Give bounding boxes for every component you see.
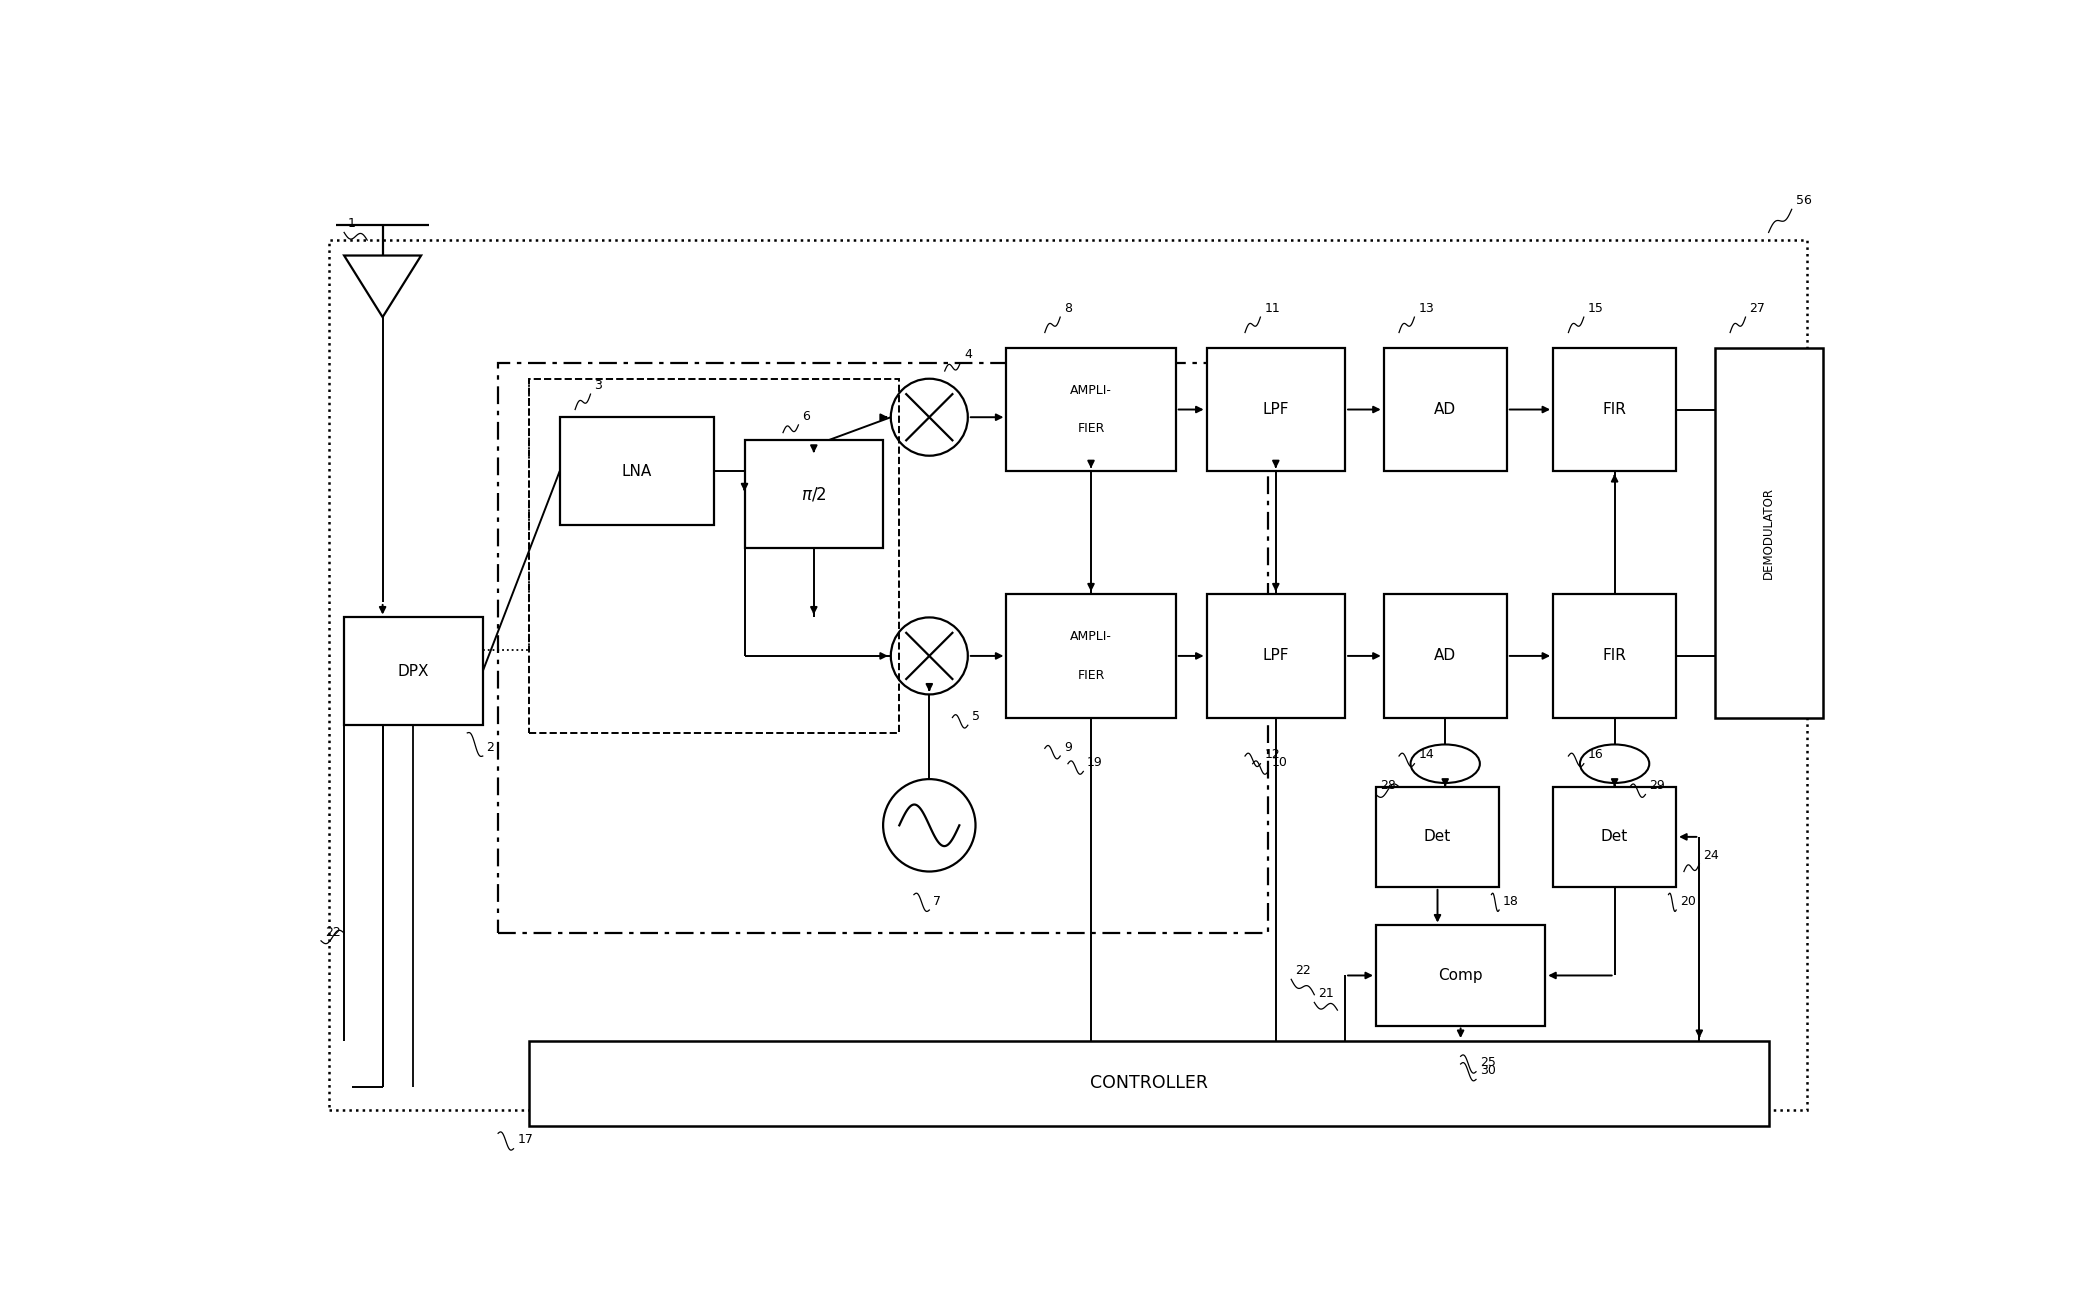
Text: 2: 2 [486,740,494,753]
Text: 7: 7 [932,895,941,908]
Text: 30: 30 [1479,1065,1496,1076]
Text: AD: AD [1435,649,1456,663]
Text: 21: 21 [1318,988,1335,1001]
Text: 1: 1 [348,217,356,230]
FancyBboxPatch shape [528,1041,1768,1126]
Text: 22: 22 [1295,964,1311,977]
FancyBboxPatch shape [1383,594,1506,718]
Text: 5: 5 [972,710,980,723]
FancyBboxPatch shape [1552,594,1676,718]
FancyBboxPatch shape [1006,348,1175,471]
Text: 19: 19 [1087,756,1102,769]
FancyBboxPatch shape [1552,348,1676,471]
Text: LPF: LPF [1263,649,1288,663]
Text: 18: 18 [1502,895,1519,908]
Text: AMPLI-: AMPLI- [1071,630,1112,644]
Text: FIR: FIR [1603,402,1626,417]
Text: 24: 24 [1703,849,1718,862]
Text: LNA: LNA [622,463,652,479]
FancyBboxPatch shape [1552,787,1676,887]
Text: 28: 28 [1381,780,1395,793]
Text: 4: 4 [964,348,972,361]
Text: 17: 17 [517,1134,534,1146]
Text: 15: 15 [1588,302,1603,315]
Text: 6: 6 [802,409,811,422]
Text: 11: 11 [1263,302,1280,315]
Text: 22: 22 [325,926,341,939]
Text: FIER: FIER [1077,422,1104,436]
Text: 14: 14 [1418,748,1433,761]
Text: 3: 3 [595,379,601,392]
FancyBboxPatch shape [1207,594,1345,718]
Text: 27: 27 [1749,302,1766,315]
Text: 13: 13 [1418,302,1433,315]
Text: FIER: FIER [1077,668,1104,681]
FancyBboxPatch shape [1383,348,1506,471]
Text: 56: 56 [1795,194,1812,207]
Text: AD: AD [1435,402,1456,417]
FancyBboxPatch shape [344,617,482,725]
FancyBboxPatch shape [1714,348,1823,718]
Text: 29: 29 [1649,780,1666,793]
FancyBboxPatch shape [1376,787,1500,887]
Text: FIR: FIR [1603,649,1626,663]
FancyBboxPatch shape [1207,348,1345,471]
Text: 20: 20 [1680,895,1697,908]
Text: 9: 9 [1064,740,1073,753]
Text: DEMODULATOR: DEMODULATOR [1762,487,1774,578]
FancyBboxPatch shape [1376,926,1546,1025]
FancyBboxPatch shape [559,417,714,525]
FancyBboxPatch shape [1006,594,1175,718]
Text: Det: Det [1601,829,1628,845]
Text: LPF: LPF [1263,402,1288,417]
Text: 10: 10 [1272,756,1288,769]
Text: AMPLI-: AMPLI- [1071,383,1112,396]
Text: Comp: Comp [1439,968,1483,984]
Text: $\pi$/2: $\pi$/2 [800,485,828,504]
Text: 12: 12 [1263,748,1280,761]
Text: DPX: DPX [398,664,429,679]
Text: 8: 8 [1064,302,1073,315]
Text: CONTROLLER: CONTROLLER [1089,1074,1207,1092]
Text: Det: Det [1425,829,1452,845]
Text: 25: 25 [1479,1057,1496,1070]
Text: 16: 16 [1588,748,1603,761]
FancyBboxPatch shape [744,441,884,548]
